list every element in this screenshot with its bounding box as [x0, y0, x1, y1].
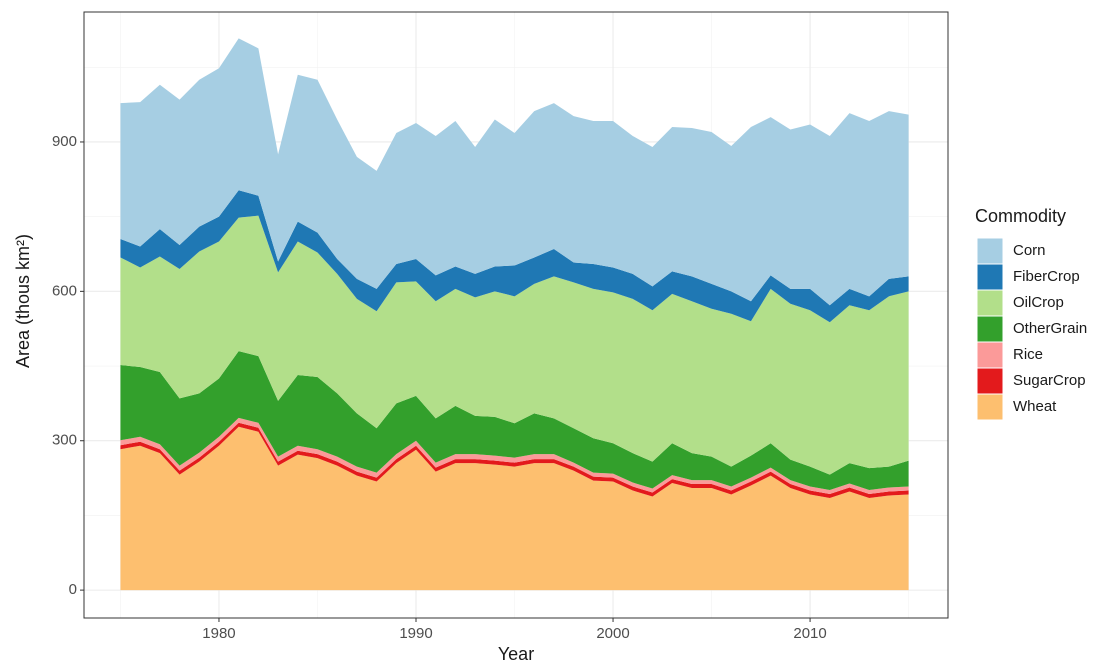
legend-label: Corn — [1013, 242, 1046, 259]
area — [120, 351, 909, 491]
area — [120, 215, 909, 475]
legend-label: Rice — [1013, 346, 1043, 363]
legend-key — [976, 393, 1004, 421]
legend-key — [976, 367, 1004, 395]
x-tick-label: 2010 — [793, 625, 826, 642]
legend-key — [976, 263, 1004, 291]
y-tick-label: 900 — [52, 133, 77, 150]
y-tick-label: 600 — [52, 282, 77, 299]
y-tick-label: 0 — [69, 581, 77, 598]
legend-title: Commodity — [975, 206, 1066, 226]
legend-key — [976, 315, 1004, 343]
legend-key — [976, 237, 1004, 265]
area — [120, 38, 909, 306]
panel-border — [83, 11, 949, 619]
x-tick-label: 1990 — [399, 625, 432, 642]
legend-key — [976, 341, 1004, 369]
legend-key — [976, 289, 1004, 317]
y-tick-label: 300 — [52, 432, 77, 449]
y-axis-title: Area (thous km²) — [13, 234, 33, 368]
x-tick-label: 2000 — [596, 625, 629, 642]
area — [120, 426, 909, 591]
legend-label: OilCrop — [1013, 294, 1064, 311]
area — [120, 190, 909, 323]
legend-label: FiberCrop — [1013, 268, 1080, 285]
x-tick-label: 1980 — [202, 625, 235, 642]
legend-label: SugarCrop — [1013, 372, 1086, 389]
legend-label: Wheat — [1013, 398, 1057, 415]
legend-label: OtherGrain — [1013, 320, 1087, 337]
x-axis-title: Year — [498, 644, 534, 664]
